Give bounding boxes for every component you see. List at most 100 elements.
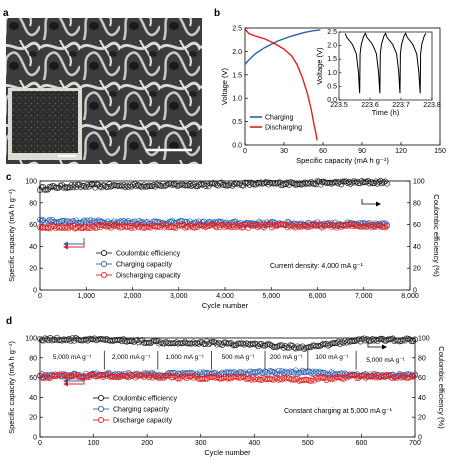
data-point (335, 223, 341, 229)
data-point (338, 223, 345, 230)
x-tick-label: 6,000 (309, 293, 327, 300)
segment-label: 5,000 mA g⁻¹ (53, 354, 92, 361)
data-point (361, 222, 368, 229)
y-tick-label: 100 (25, 336, 37, 343)
data-point (389, 375, 396, 382)
data-point (78, 183, 84, 190)
data-point (161, 183, 168, 190)
data-point (201, 180, 207, 187)
data-point (318, 374, 325, 381)
legend-entry: Charging (265, 115, 294, 122)
data-point (379, 180, 386, 187)
data-point (339, 222, 346, 229)
data-point (374, 180, 381, 187)
data-point (360, 335, 367, 342)
y2-tick-label: 40 (418, 395, 426, 402)
legend-marker (97, 405, 105, 413)
data-point (275, 376, 282, 383)
panel-d: d0 100 200 300 400 500 600 70002040608010002040… (6, 316, 446, 457)
data-point (250, 374, 257, 381)
data-point (412, 336, 418, 343)
x-tick-label: 0 (38, 440, 42, 447)
x-tick-label: 700 (409, 440, 421, 447)
data-point (229, 222, 236, 228)
x-tick-label: 7,000 (355, 293, 373, 300)
x-tick-label: 60 (319, 148, 327, 155)
data-point (403, 374, 410, 381)
inset-voltage-line (344, 32, 427, 94)
data-point (188, 183, 195, 189)
y2-axis-label: Coulombic efficiency (%) (437, 346, 446, 429)
data-point (48, 337, 55, 344)
data-point (197, 221, 204, 228)
data-point (311, 221, 318, 228)
data-point (328, 376, 335, 383)
data-point (226, 223, 233, 230)
data-point (366, 180, 373, 187)
y2-tick-label: 100 (413, 179, 425, 186)
data-point (136, 182, 143, 189)
y-tick-label: 1.0 (232, 96, 242, 103)
data-point (242, 179, 248, 186)
legend-entry: Coulombic efficiency (116, 251, 181, 258)
y2-tick-label: 80 (413, 200, 421, 207)
data-point (272, 343, 279, 350)
data-point (144, 183, 151, 190)
segment-label: 100 mA g⁻¹ (315, 354, 349, 361)
data-point (120, 221, 127, 228)
inset-x-tick-label: 223.5 (330, 102, 348, 109)
data-point (349, 223, 356, 230)
data-point (196, 221, 203, 228)
x-tick-label: 300 (195, 440, 207, 447)
data-point (368, 179, 375, 186)
data-point (349, 179, 356, 186)
right-axis-arrowhead (382, 344, 387, 350)
segment-label: 1,000 mA g⁻¹ (165, 354, 204, 361)
segment-label: 2,000 mA g⁻¹ (112, 354, 151, 361)
data-point (298, 223, 305, 230)
legend-entry: Discharging capacity (116, 273, 181, 280)
y-axis-label: Voltage (V) (220, 67, 229, 105)
legend-marker (100, 271, 108, 279)
data-point (283, 181, 289, 188)
y-tick-label: 20 (29, 415, 37, 422)
data-point (108, 224, 114, 231)
data-point (43, 335, 50, 342)
data-point (376, 178, 382, 185)
inset-y-tick-label: 2.5 (327, 29, 337, 36)
data-point (271, 222, 278, 228)
data-point (383, 337, 389, 344)
data-point (287, 223, 294, 230)
data-point (48, 184, 54, 191)
data-point (62, 184, 69, 190)
data-point (85, 224, 92, 230)
data-point (112, 222, 119, 228)
data-point (180, 221, 187, 228)
inset-frame (338, 31, 433, 101)
data-point (72, 335, 79, 341)
data-point (328, 224, 335, 231)
panel-label-c: c (6, 172, 12, 183)
data-point (340, 339, 347, 346)
data-point (125, 184, 132, 191)
data-point (308, 223, 315, 230)
data-point (325, 222, 332, 229)
data-point (285, 375, 292, 382)
data-point (308, 178, 315, 185)
segment-label: 200 mA g⁻¹ (270, 354, 304, 361)
series-discharging-capacity (37, 221, 390, 232)
x-tick-label: 2,000 (124, 293, 142, 300)
x-tick-label: 400 (248, 440, 260, 447)
data-point (210, 179, 217, 186)
data-point (197, 339, 204, 346)
data-point (92, 184, 99, 191)
data-point (79, 225, 86, 232)
data-point (301, 222, 308, 229)
data-point (180, 181, 187, 188)
series-discharge-capacity (37, 371, 418, 384)
y2-tick-label: 60 (418, 375, 426, 382)
panel-label-b: b (214, 8, 220, 19)
data-point (305, 223, 311, 230)
y-tick-label: 0 (33, 288, 37, 295)
data-point (221, 181, 228, 188)
